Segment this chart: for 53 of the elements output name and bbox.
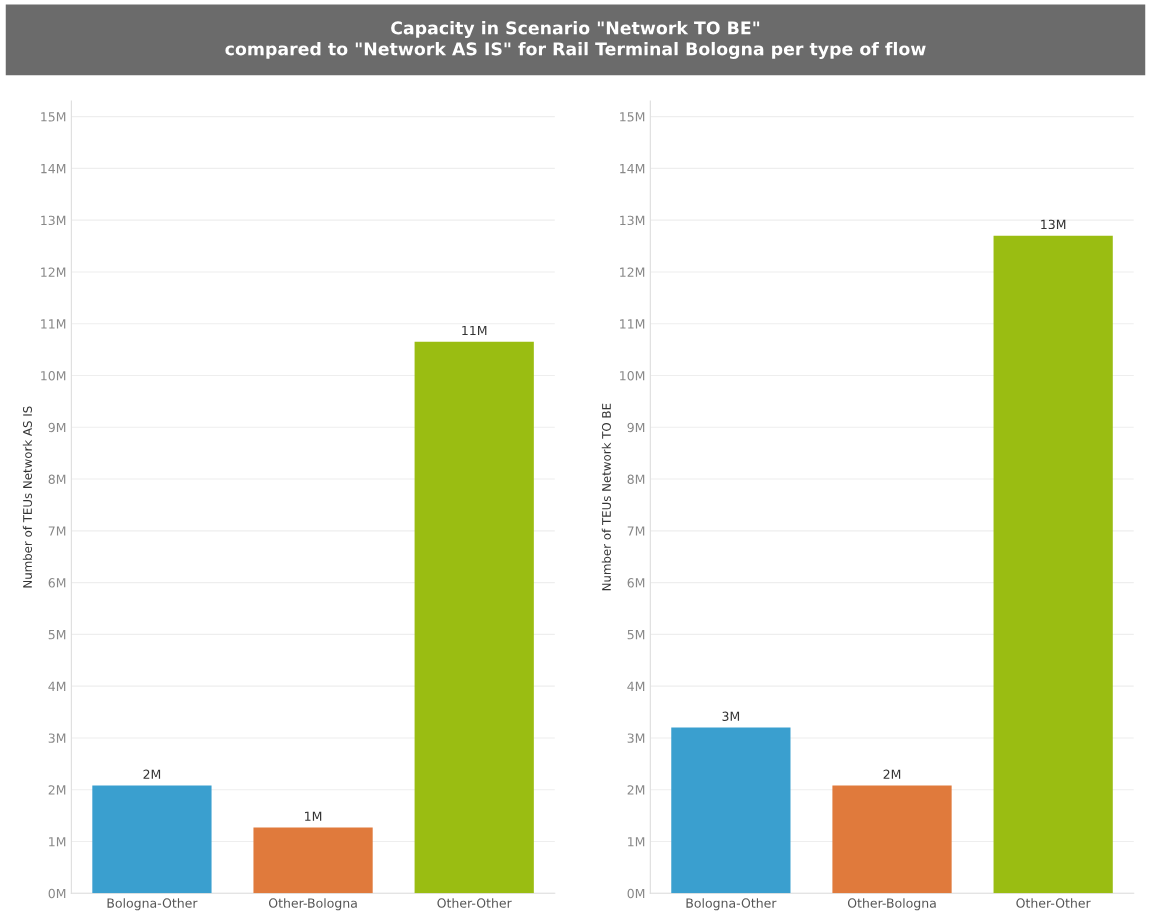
data-label: 2M: [883, 769, 901, 779]
bar: [832, 785, 952, 894]
y-tick-label: 4M: [627, 681, 645, 691]
y-tick-label: 6M: [627, 578, 645, 588]
y-tick-label: 8M: [627, 474, 645, 484]
y-tick-label: 1M: [628, 837, 645, 847]
y-tick-label: 10M: [41, 370, 66, 381]
data-label: 1M: [305, 811, 322, 821]
bar: [671, 727, 791, 894]
data-label: 3M: [722, 711, 740, 721]
bar: [993, 235, 1113, 894]
data-label: 2M: [143, 769, 161, 779]
y-tick-label: 4M: [48, 681, 66, 691]
y-tick-label: 13M: [620, 215, 645, 226]
y-tick-label: 2M: [627, 785, 645, 795]
bar: [92, 785, 212, 894]
y-tick-label: 6M: [48, 578, 66, 588]
x-tick-label: Other-Other: [1016, 898, 1091, 908]
y-tick-label: 7M: [48, 526, 66, 536]
bar: [414, 341, 534, 894]
y-tick-label: 3M: [48, 733, 66, 743]
y-tick-label: 14M: [41, 164, 66, 174]
y-tick-label: 13M: [41, 215, 66, 226]
y-tick-label: 9M: [48, 422, 66, 433]
y-tick-label: 8M: [48, 474, 66, 484]
y-axis-title: Number of TEUs Network TO BE: [601, 403, 611, 591]
y-tick-label: 7M: [627, 526, 645, 536]
x-tick-label: Bologna-Other: [107, 898, 198, 911]
y-tick-label: 11M: [620, 319, 645, 329]
x-tick-label: Other-Bologna: [847, 898, 936, 911]
y-tick-label: 3M: [627, 733, 645, 743]
x-tick-label: Other-Bologna: [268, 898, 357, 911]
x-tick-label: Other-Other: [437, 898, 512, 908]
y-tick-label: 12M: [41, 267, 66, 277]
y-axis-title: Number of TEUs Network AS IS: [22, 406, 32, 588]
y-tick-label: 2M: [48, 785, 66, 795]
y-tick-label: 5M: [48, 630, 66, 640]
y-tick-label: 10M: [620, 370, 645, 381]
chart-title: Capacity in Scenario "Network TO BE" compared to "Network AS IS" for Rail Terminal Bologna per type of flow: [225, 21, 926, 59]
y-tick-label: 1M: [49, 837, 66, 847]
x-tick-label: Bologna-Other: [686, 898, 777, 911]
data-label: 13M: [1041, 219, 1066, 230]
y-tick-label: 15M: [41, 112, 66, 122]
y-tick-label: 15M: [620, 112, 645, 122]
y-tick-label: 12M: [620, 267, 645, 277]
y-tick-label: 9M: [627, 422, 645, 433]
data-label: 11M: [462, 325, 487, 336]
y-tick-label: 0M: [627, 888, 645, 899]
y-tick-label: 5M: [627, 630, 645, 640]
y-tick-label: 11M: [41, 319, 66, 329]
y-tick-label: 14M: [620, 164, 645, 174]
bar: [253, 827, 373, 894]
y-tick-label: 0M: [48, 888, 66, 899]
